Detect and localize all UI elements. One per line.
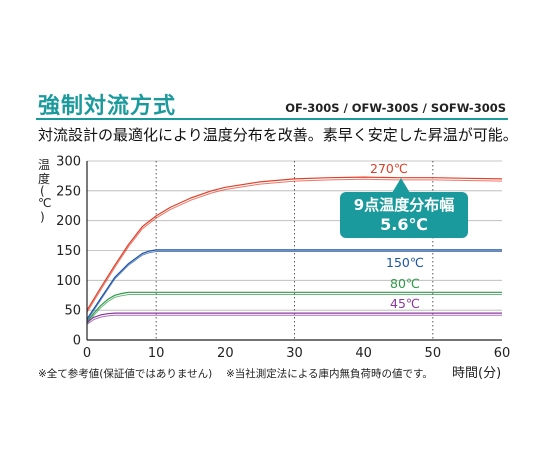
callout-title: 9点温度分布幅 xyxy=(353,196,455,214)
series-label: 150℃ xyxy=(386,255,424,270)
series-line xyxy=(86,249,502,320)
y-tick-label: 100 xyxy=(56,274,81,289)
series-line-trace xyxy=(86,314,502,325)
section-heading: 強制対流方式 xyxy=(38,94,177,119)
series-label: 45℃ xyxy=(390,296,420,311)
y-axis-label-char: ( xyxy=(40,184,45,198)
y-tick-label: 50 xyxy=(64,304,81,319)
series-label: 270℃ xyxy=(370,161,408,176)
x-tick-label: 30 xyxy=(286,346,303,361)
x-tick-label: 50 xyxy=(425,346,442,361)
y-axis-label-char: 温 xyxy=(38,158,51,172)
y-tick-label: 200 xyxy=(56,214,81,229)
series-line-trace xyxy=(86,294,502,325)
y-tick-label: 300 xyxy=(56,155,81,170)
model-names: OF-300S / OFW-300S / SOFW-300S xyxy=(285,101,506,115)
callout-pointer xyxy=(392,178,410,193)
y-tick-label: 0 xyxy=(73,334,81,349)
series-label: 80℃ xyxy=(390,276,420,291)
y-axis-label-char: ℃ xyxy=(38,196,52,210)
tick-labels: 0 50 100 150 200 250 300 0 10 20 30 40 50 60 xyxy=(56,155,510,362)
description-text: 対流設計の最適化により温度分布を改善。素早く安定した昇温が可能。 xyxy=(38,126,518,144)
x-tick-label: 60 xyxy=(494,346,511,361)
series-line-trace xyxy=(86,251,502,321)
uniformity-callout: 9点温度分布幅 5.6℃ xyxy=(340,192,468,238)
x-tick-label: 40 xyxy=(355,346,372,361)
footnote-reference: ※全て参考値(保証値ではありません) xyxy=(38,368,213,380)
series-line xyxy=(86,312,502,323)
callout-value: 5.6℃ xyxy=(380,215,428,234)
series-line xyxy=(86,176,503,311)
axes xyxy=(86,161,502,341)
y-axis-label-char: ) xyxy=(40,210,45,224)
x-tick-label: 10 xyxy=(148,346,165,361)
y-tick-label: 150 xyxy=(56,244,81,259)
y-tick-label: 250 xyxy=(56,184,81,199)
heading-divider xyxy=(36,118,508,120)
y-axis-label-char: 度 xyxy=(38,172,51,186)
x-axis-label: 時間(分) xyxy=(452,366,502,381)
series-line xyxy=(86,291,502,323)
x-tick-label: 20 xyxy=(217,346,234,361)
footnote-method: ※当社測定法による庫内無負荷時の値です。 xyxy=(226,368,433,380)
series-labels: 270℃ 150℃ 80℃ 45℃ xyxy=(370,161,424,311)
x-tick-label: 0 xyxy=(83,346,91,361)
